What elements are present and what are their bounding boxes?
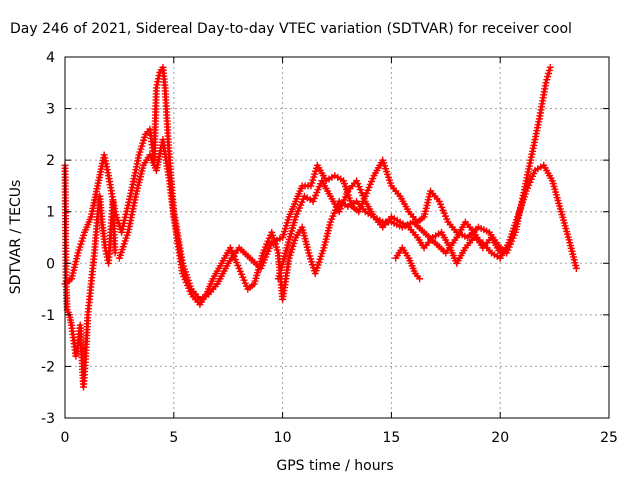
data-point (546, 63, 554, 71)
data-point (542, 79, 550, 87)
y-axis-label: SDTVAR / TECUs (8, 180, 24, 295)
x-tick-label: 10 (274, 430, 292, 446)
data-point (543, 76, 551, 84)
data-point (572, 264, 580, 272)
data-point (496, 249, 504, 257)
series-trace-lower (115, 136, 580, 309)
chart-title: Day 246 of 2021, Sidereal Day-to-day VTE… (10, 21, 572, 37)
data-point (111, 249, 119, 257)
plot-frame (64, 56, 610, 419)
x-tick-label: 0 (61, 430, 70, 446)
x-tick-label: 15 (382, 430, 400, 446)
series-trace-middle (274, 177, 504, 283)
x-tick-label: 20 (491, 430, 509, 446)
y-tick-label: 2 (46, 153, 55, 169)
data-point (545, 66, 553, 74)
y-tick-label: -2 (41, 359, 55, 375)
grid (65, 57, 609, 418)
x-axis-label: GPS time / hours (276, 458, 393, 474)
x-tick-label: 5 (169, 430, 178, 446)
y-tick-label: 4 (46, 50, 55, 66)
y-tick-label: 0 (46, 256, 55, 272)
series-fragment-16h (392, 244, 424, 283)
axis-ticks: 0 5 10 15 20 25 -3 -2 -1 0 1 2 3 4 (41, 50, 618, 446)
y-tick-label: -3 (41, 411, 55, 427)
y-tick-label: 3 (46, 102, 55, 118)
data-point (416, 275, 424, 283)
y-tick-label: 1 (46, 205, 55, 221)
data-point (544, 73, 552, 81)
data-point (545, 70, 553, 78)
series-trace-upper (61, 63, 554, 303)
plot-marks (61, 63, 580, 391)
x-tick-label: 25 (600, 430, 618, 446)
y-tick-label: -1 (41, 308, 55, 324)
